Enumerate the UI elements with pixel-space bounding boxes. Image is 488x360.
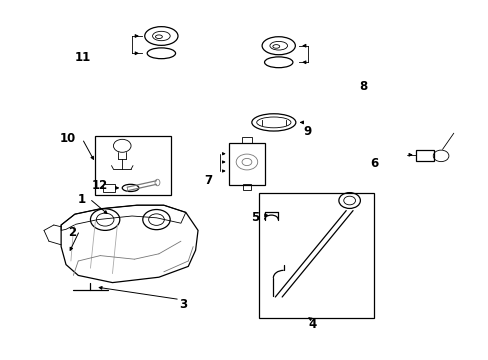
Text: 2: 2 <box>67 226 76 239</box>
Bar <box>242 138 251 143</box>
Text: 10: 10 <box>60 132 76 145</box>
Text: 7: 7 <box>204 174 212 186</box>
Bar <box>228 143 264 184</box>
Text: 12: 12 <box>91 179 107 192</box>
Bar <box>243 184 250 189</box>
Text: 9: 9 <box>303 125 311 138</box>
Bar <box>102 184 115 192</box>
Bar <box>95 136 171 195</box>
Text: 1: 1 <box>77 193 85 206</box>
Text: 8: 8 <box>359 80 367 93</box>
Text: 5: 5 <box>250 211 259 224</box>
Text: 6: 6 <box>370 157 378 170</box>
Text: 11: 11 <box>74 51 90 64</box>
Bar <box>415 150 433 161</box>
Text: 3: 3 <box>179 298 187 311</box>
Text: 4: 4 <box>308 318 316 331</box>
Bar <box>259 193 373 318</box>
